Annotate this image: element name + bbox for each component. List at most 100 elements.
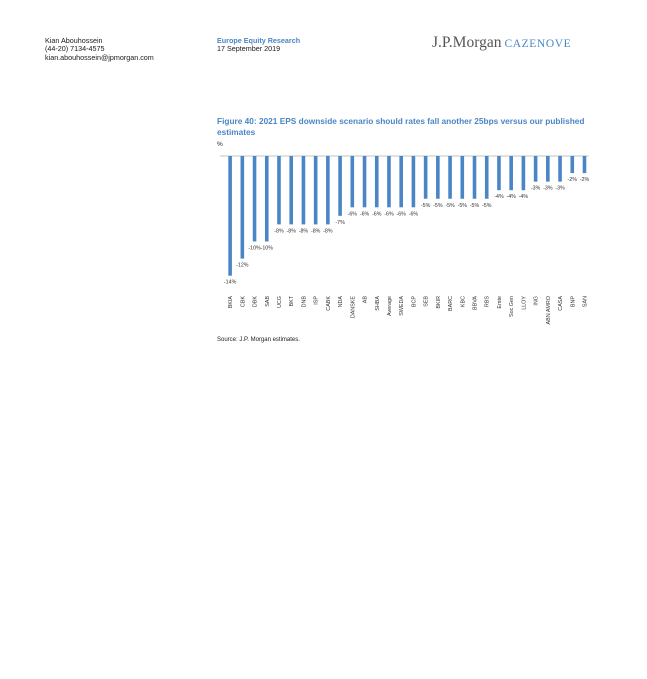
data-label: -6% <box>409 211 419 217</box>
x-tick-label: KBC <box>460 296 466 307</box>
x-tick-label: BNP <box>570 296 576 307</box>
brand-main: J.P.Morgan <box>432 34 502 51</box>
x-tick-label: SHBA <box>375 296 381 311</box>
x-tick-label: NDA <box>338 296 344 308</box>
data-label: -12% <box>236 263 249 269</box>
bar-casa <box>558 156 562 182</box>
x-tick-label: BKIA <box>228 296 234 309</box>
data-label: -7% <box>335 220 345 226</box>
author-block: Kian Abouhossein (44-20) 7134-4575 kian.… <box>45 36 154 62</box>
data-label: -4% <box>506 194 516 200</box>
data-label: -2% <box>580 177 590 183</box>
x-tick-label: BKIR <box>436 296 442 309</box>
bar-ing <box>533 156 538 182</box>
bar-shba <box>374 156 379 208</box>
x-tick-label: AB <box>363 296 369 304</box>
data-label: -8% <box>299 228 309 234</box>
bar-rbs <box>484 156 489 199</box>
data-label: -8% <box>274 228 284 234</box>
x-tick-label: SWEDA <box>399 296 405 316</box>
bar-chart: -14% BKIA -12% CBK -10% DBK -10% SAB -8% UCG -8% BK… <box>220 155 590 324</box>
bar-cbk <box>240 156 245 259</box>
bar-sweda <box>399 156 403 208</box>
data-label: -6% <box>348 211 358 217</box>
bar-bnp <box>570 156 575 174</box>
data-label: -8% <box>286 228 296 234</box>
author-email[interactable]: kian.abouhossein@jpmorgan.com <box>45 52 154 62</box>
data-label: -5% <box>458 203 468 209</box>
bar-bcp <box>411 156 416 208</box>
author-phone: (44-20) 7134-4575 <box>45 44 105 54</box>
bar-danske <box>350 156 355 208</box>
publication-info: Europe Equity Research 17 September 2019 <box>217 36 301 54</box>
data-label: -5% <box>470 203 480 209</box>
bar-lloy <box>521 156 526 191</box>
x-tick-label: SEB <box>424 296 430 307</box>
bar-dbk <box>252 156 257 242</box>
data-label: -5% <box>445 203 455 209</box>
bar-bkir <box>436 156 440 199</box>
bar-bbva <box>472 156 477 199</box>
data-label: -2% <box>568 177 578 183</box>
data-label: -8% <box>311 228 321 234</box>
data-label: -5% <box>482 203 492 209</box>
data-label: -4% <box>519 194 529 200</box>
bar-barc <box>448 156 452 199</box>
brand-sub: CAZENOVE <box>504 38 572 50</box>
data-label: -3% <box>555 186 565 192</box>
data-label: -4% <box>494 194 504 200</box>
bar-sab <box>264 156 269 242</box>
x-tick-label: CABK <box>326 296 332 311</box>
figure-title: Figure 40: 2021 EPS downside scenario sh… <box>217 116 585 137</box>
data-label: -10% <box>261 246 274 252</box>
bar-ab <box>362 156 367 208</box>
x-tick-label: Average <box>387 296 393 316</box>
x-tick-label: DANSKE <box>350 296 356 319</box>
bar-kbc <box>460 156 465 199</box>
x-tick-label: LLOY <box>521 296 527 310</box>
bar-ucg <box>277 156 281 225</box>
publication-date: 17 September 2019 <box>217 44 281 54</box>
y-axis-unit: % <box>217 141 223 148</box>
x-tick-label: Soc Gen <box>509 296 515 317</box>
author-name: Kian Abouhossein <box>45 36 103 45</box>
x-tick-label: SAN <box>582 296 588 307</box>
x-tick-label: Erste <box>497 296 503 309</box>
figure-source: Source: J.P. Morgan estimates. <box>217 337 300 343</box>
bar-cabk <box>326 156 330 225</box>
bar-average <box>387 156 391 208</box>
bar-erste <box>497 156 501 191</box>
x-tick-label: ING <box>534 296 540 306</box>
department-label: Europe Equity Research <box>217 36 301 45</box>
bar-abn-amro <box>546 156 550 182</box>
data-label: -3% <box>543 186 553 192</box>
bar-san <box>582 156 587 174</box>
bar-bkia <box>228 156 232 276</box>
x-tick-label: BARC <box>448 296 454 311</box>
brand-logo: J.P.Morgan CAZENOVE <box>432 34 571 52</box>
bar-soc-gen <box>509 156 513 191</box>
data-label: -6% <box>372 211 382 217</box>
bar-dnb <box>301 156 306 225</box>
x-tick-label: BCP <box>411 296 417 307</box>
x-tick-label: ISP <box>314 296 320 305</box>
x-tick-label: BBVA <box>473 296 479 310</box>
bar-isp <box>313 156 318 225</box>
data-label: -14% <box>224 280 237 286</box>
x-tick-label: CASA <box>558 296 564 311</box>
data-label: -5% <box>433 203 443 209</box>
x-tick-label: UCG <box>277 296 283 308</box>
bar-seb <box>423 156 428 199</box>
data-label: -6% <box>396 211 406 217</box>
x-tick-label: CBK <box>240 296 246 307</box>
bar-nda <box>338 156 342 216</box>
x-tick-label: BKT <box>289 295 295 306</box>
x-tick-label: ABN AMRO <box>546 296 552 324</box>
bar-bkt <box>289 156 294 225</box>
data-label: -3% <box>531 186 541 192</box>
data-label: -5% <box>421 203 431 209</box>
data-label: -8% <box>323 228 333 234</box>
x-tick-label: SAB <box>265 296 271 307</box>
x-tick-label: DNB <box>301 296 307 308</box>
x-tick-label: DBK <box>253 296 259 307</box>
